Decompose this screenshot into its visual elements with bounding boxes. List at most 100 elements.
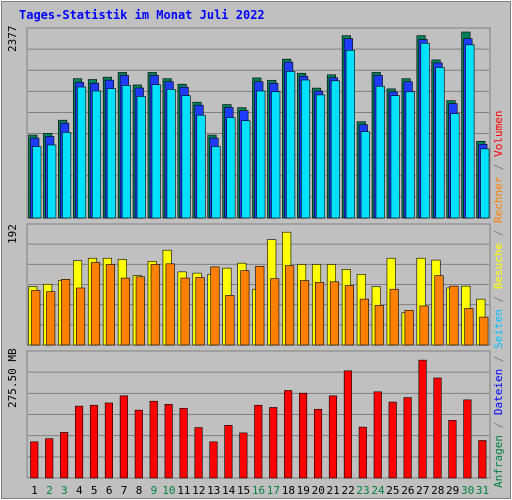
bar-seiten-day-18 [286,71,296,219]
bar-seiten-day-5 [91,90,102,219]
bar-volumen-day-22 [343,370,352,479]
bar-seiten-day-9 [151,84,161,219]
bar-rechner-day-15 [240,270,250,346]
day-label-19: 19 [297,484,310,497]
bar-volumen-day-24 [373,391,382,479]
legend-part-3: / [492,349,505,369]
bar-seiten-day-8 [136,96,146,219]
bar-seiten-day-23 [360,131,370,219]
bar-rechner-day-14 [225,295,235,346]
day-label-14: 14 [222,484,236,497]
day-label-21: 21 [327,484,340,497]
bar-volumen-day-31 [478,440,487,479]
legend-part-2: Dateien [492,369,505,415]
bar-rechner-day-27 [419,305,429,346]
day-label-4: 4 [76,484,83,497]
legend-part-1: / [492,415,505,435]
axis-max-volume: 275.50 MB [6,348,19,408]
bar-volumen-day-30 [463,399,472,479]
bar-seiten-day-11 [181,95,191,219]
legend-part-6: Besuche [492,243,505,289]
bar-volumen-day-4 [75,405,84,479]
bar-volumen-day-1 [30,441,39,479]
day-label-11: 11 [177,484,190,497]
bar-seiten-day-1 [32,146,42,219]
day-label-1: 1 [31,484,38,497]
bar-seiten-day-20 [315,94,326,219]
bar-seiten-day-30 [465,44,475,219]
bar-volumen-day-10 [164,404,173,479]
bar-seiten-day-28 [435,67,445,219]
right-legend: Anfragen / Dateien / Seiten / Besuche / … [492,110,505,488]
panel-volume: 275.50 MB [6,348,491,479]
day-label-25: 25 [386,484,399,497]
bar-seiten-day-15 [241,120,251,219]
bar-volumen-day-2 [45,438,54,479]
bar-rechner-day-12 [195,277,205,346]
bar-seiten-day-17 [271,91,281,219]
bar-volumen-day-25 [388,401,397,479]
bar-volumen-day-11 [179,408,188,479]
day-label-18: 18 [282,484,295,497]
day-label-10: 10 [162,484,175,497]
legend-part-0: Anfragen [492,435,505,488]
bar-seiten-day-12 [196,114,206,219]
bar-rechner-day-18 [285,265,295,346]
bar-rechner-day-24 [374,305,384,346]
day-label-22: 22 [341,484,354,497]
legend-part-4: Seiten [492,309,505,349]
bar-rechner-day-17 [270,278,280,346]
day-label-28: 28 [431,484,444,497]
day-label-23: 23 [356,484,369,497]
legend-part-5: / [492,289,505,309]
day-label-5: 5 [91,484,98,497]
bar-seiten-day-29 [450,113,460,219]
axis-max-requests: 2377 [6,26,19,53]
bar-rechner-day-6 [105,264,115,346]
bar-rechner-day-2 [46,291,56,346]
bar-seiten-day-4 [77,86,87,219]
legend-text: Anfragen / Dateien / Seiten / Besuche / … [492,110,505,488]
day-label-27: 27 [416,484,429,497]
bar-seiten-day-25 [390,95,400,219]
day-label-3: 3 [61,484,68,497]
day-label-8: 8 [136,484,143,497]
bar-rechner-day-25 [389,288,399,346]
bar-rechner-day-3 [61,279,71,346]
bar-volumen-day-20 [313,408,323,479]
panel-visits-bars [28,231,489,346]
day-label-31: 31 [476,484,489,497]
bar-rechner-day-31 [479,316,489,346]
bar-seiten-day-19 [301,79,311,219]
panel-visits: 192 [6,223,491,346]
bar-seiten-day-3 [62,132,72,219]
bar-volumen-day-9 [149,400,158,479]
day-label-15: 15 [237,484,250,497]
bar-rechner-day-7 [120,277,130,346]
bar-volumen-day-5 [89,404,99,479]
bar-seiten-day-22 [345,49,355,219]
bar-rechner-day-26 [404,309,414,346]
bar-rechner-day-10 [165,263,175,346]
bar-volumen-day-12 [194,427,203,479]
bar-volumen-day-17 [269,407,278,479]
bar-seiten-day-2 [47,144,57,219]
bar-rechner-day-19 [300,280,310,346]
day-label-12: 12 [192,484,205,497]
axis-max-visits: 192 [6,224,19,244]
bar-volumen-day-6 [104,402,113,479]
day-label-13: 13 [207,484,220,497]
chart-title: Tages-Statistik im Monat Juli 2022 [19,8,265,22]
day-labels: 1 2 3 4 5 6 7 8 9 10 11 12 13 14 15 16 17 18 19 20 21 22 23 24 2… [31,484,489,497]
bar-volumen-day-3 [60,432,69,479]
day-label-17: 17 [267,484,280,497]
bar-rechner-day-9 [150,264,160,346]
day-label-2: 2 [46,484,53,497]
bar-volumen-day-21 [328,395,338,479]
day-label-9: 9 [151,484,158,497]
bar-rechner-day-16 [255,265,265,346]
bar-seiten-day-13 [211,146,221,219]
bar-volumen-day-18 [284,390,293,479]
bar-rechner-day-4 [76,287,86,346]
